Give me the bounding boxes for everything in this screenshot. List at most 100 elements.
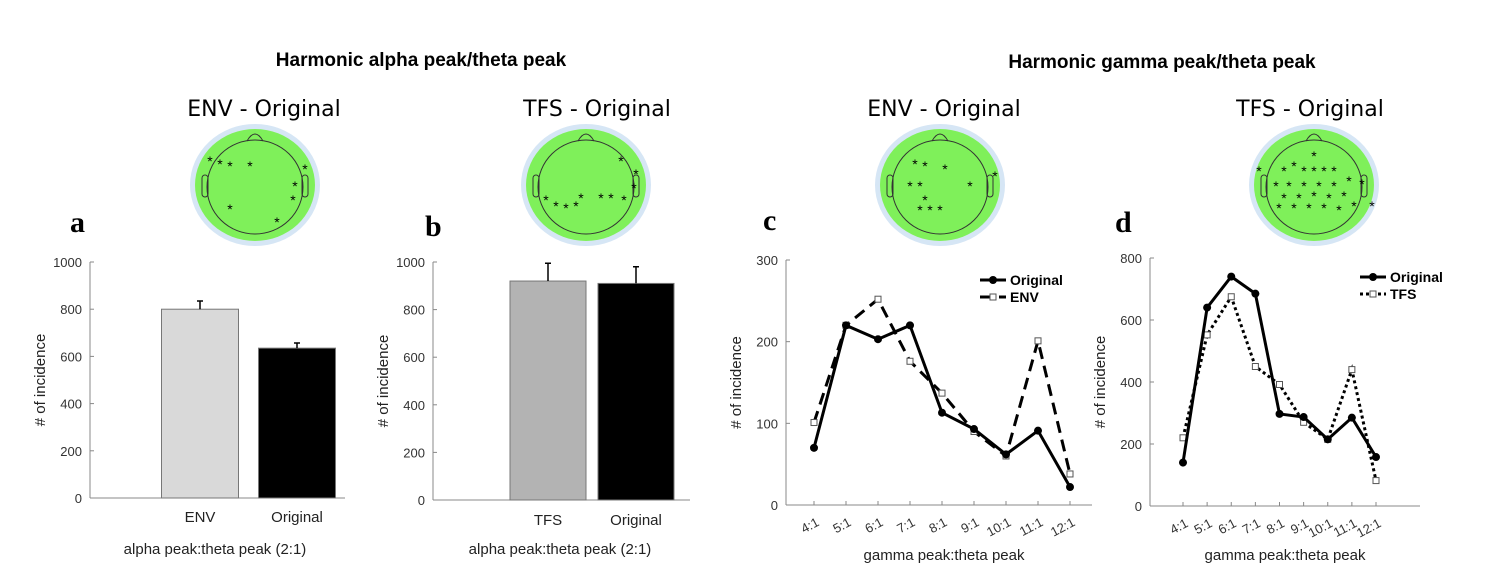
- electrode-star-icon: *: [633, 166, 639, 182]
- series-line: [812, 323, 1072, 488]
- electrode-star-icon: *: [937, 202, 943, 218]
- data-point: [1034, 337, 1042, 345]
- panel-a: ENV - Original* * * * *****a0200400600800100…: [32, 97, 345, 558]
- electrode-star-icon: *: [942, 161, 948, 177]
- y-tick-label: 800: [60, 302, 82, 317]
- data-point: [906, 321, 914, 330]
- data-point: [842, 321, 850, 330]
- electrode-star-icon: *: [1286, 178, 1292, 194]
- electrode-star-icon: *: [274, 214, 280, 230]
- x-axis-label: gamma peak:theta peak: [1205, 547, 1366, 564]
- electrode-star-icon: *: [227, 158, 233, 174]
- x-axis-label: gamma peak:theta peak: [864, 547, 1025, 564]
- topographic-head-map: *** * * * * ** * * * * ** * * * ** * * * * * **: [1249, 124, 1379, 246]
- data-point: [1203, 303, 1212, 312]
- data-point: [1227, 272, 1236, 281]
- error-bar: [197, 300, 203, 310]
- electrode-star-icon: *: [1291, 200, 1297, 216]
- electrode-star-icon: *: [292, 178, 298, 194]
- bar-tfs: [509, 280, 587, 501]
- panel-subtitle: ENV - Original: [867, 97, 1020, 122]
- electrode-star-icon: *: [563, 200, 569, 216]
- x-tick-label: 8:1: [1264, 515, 1287, 537]
- bar-original: [597, 282, 675, 501]
- series-line: [812, 296, 1072, 475]
- y-axis-label: # of incidence: [1092, 336, 1109, 429]
- y-tick-label: 800: [1120, 251, 1142, 266]
- electrode-star-icon: *: [227, 201, 233, 217]
- topographic-head-map: ***********: [875, 124, 1005, 246]
- x-tick-label: ENV: [185, 509, 216, 526]
- electrode-star-icon: *: [1311, 163, 1317, 179]
- data-point: [1275, 409, 1284, 418]
- error-bar: [633, 266, 639, 284]
- y-tick-label: 0: [771, 498, 778, 513]
- x-tick-label: 8:1: [926, 514, 949, 536]
- electrode-star-icon: *: [217, 156, 223, 172]
- electrode-star-icon: *: [907, 178, 913, 194]
- data-point: [906, 357, 914, 365]
- y-tick-label: 0: [1135, 499, 1142, 514]
- y-tick-label: 1000: [396, 255, 425, 270]
- electrode-star-icon: *: [1281, 190, 1287, 206]
- x-tick-label: 5:1: [1192, 515, 1215, 537]
- data-point: [938, 389, 946, 397]
- y-tick-label: 300: [756, 253, 778, 268]
- y-axis-label: # of incidence: [375, 335, 392, 428]
- electrode-star-icon: *: [922, 192, 928, 208]
- x-axis-label: alpha peak:theta peak (2:1): [124, 541, 307, 558]
- electrode-star-icon: *: [917, 178, 923, 194]
- electrode-star-icon: *: [573, 198, 579, 214]
- electrode-star-icon: *: [290, 192, 296, 208]
- y-tick-label: 800: [403, 303, 425, 318]
- electrode-star-icon: *: [1273, 178, 1279, 194]
- y-tick-label: 200: [1120, 437, 1142, 452]
- y-tick-label: 600: [1120, 313, 1142, 328]
- y-tick-label: 200: [60, 444, 82, 459]
- data-point: [874, 295, 882, 303]
- topographic-head-map: * * * * *****: [190, 124, 320, 246]
- electrode-star-icon: *: [247, 158, 253, 174]
- data-point: [874, 335, 882, 344]
- electrode-star-icon: *: [1311, 188, 1317, 204]
- electrode-star-icon: *: [1331, 163, 1337, 179]
- panel-subtitle: ENV - Original: [187, 97, 340, 122]
- bar-original: [258, 347, 336, 499]
- group-title-alpha: Harmonic alpha peak/theta peak: [276, 50, 567, 71]
- x-tick-label: 5:1: [830, 514, 853, 536]
- electrode-star-icon: *: [917, 202, 923, 218]
- electrode-star-icon: *: [1331, 178, 1337, 194]
- y-tick-label: 600: [60, 349, 82, 364]
- electrode-star-icon: *: [302, 161, 308, 177]
- topographic-head-map: ***********: [521, 124, 651, 246]
- legend-entry: Original: [1010, 272, 1063, 288]
- y-tick-label: 200: [756, 335, 778, 350]
- series-tfs: [1179, 293, 1380, 485]
- electrode-star-icon: *: [621, 192, 627, 208]
- x-tick-label: 12:1: [1048, 514, 1077, 539]
- electrode-star-icon: *: [1306, 200, 1312, 216]
- electrode-star-icon: *: [912, 156, 918, 172]
- electrode-star-icon: *: [992, 168, 998, 184]
- electrode-star-icon: *: [608, 190, 614, 206]
- legend-entry: TFS: [1390, 286, 1416, 302]
- x-tick-label: Original: [610, 512, 662, 529]
- x-tick-label: 9:1: [958, 514, 981, 536]
- panel-letter: c: [763, 204, 776, 237]
- x-axis-label: alpha peak:theta peak (2:1): [469, 541, 652, 558]
- legend-entry: ENV: [1010, 289, 1039, 305]
- series-line: [1181, 293, 1378, 481]
- panel-b: TFS - Original**** * * * * * * *b02004006008001…: [375, 97, 690, 558]
- data-point: [1227, 293, 1235, 301]
- panel-d: TFS - Original*** * * * * ** * * * * ** * * * ** * * * * * *…: [1092, 97, 1443, 564]
- x-tick-label: 6:1: [1216, 515, 1239, 537]
- panel-letter: d: [1115, 206, 1132, 239]
- electrode-star-icon: *: [1346, 173, 1352, 189]
- data-point: [1348, 366, 1356, 374]
- electrode-star-icon: *: [1316, 178, 1322, 194]
- x-tick-label: 7:1: [1240, 515, 1263, 537]
- data-point: [1372, 477, 1380, 485]
